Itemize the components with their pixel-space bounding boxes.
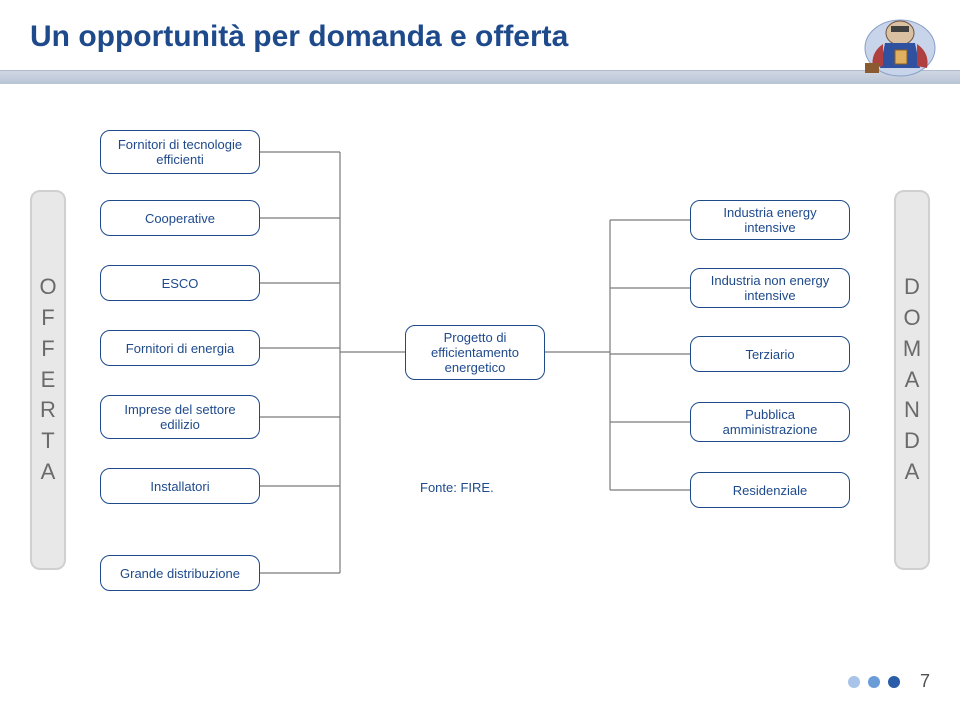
node-forn_energia: Fornitori di energia (100, 330, 260, 366)
offerta-letter: E (41, 365, 56, 396)
node-pubblica: Pubblica amministrazione (690, 402, 850, 442)
domanda-panel: DOMANDA (894, 190, 930, 570)
domanda-letter: A (905, 457, 920, 488)
offerta-letter: R (40, 395, 56, 426)
offerta-letter: T (41, 426, 54, 457)
node-centro: Progetto di efficientamento energetico (405, 325, 545, 380)
node-imprese_ed: Imprese del settore edilizio (100, 395, 260, 439)
node-fornitori_tec: Fornitori di tecnologie efficienti (100, 130, 260, 174)
node-ind_energy: Industria energy intensive (690, 200, 850, 240)
mascot-logo (855, 8, 945, 83)
page-number: 7 (920, 671, 930, 692)
node-cooperative: Cooperative (100, 200, 260, 236)
offerta-letter: O (39, 272, 56, 303)
domanda-letter: A (905, 365, 920, 396)
node-installatori: Installatori (100, 468, 260, 504)
node-esco: ESCO (100, 265, 260, 301)
pagination-dot (848, 676, 860, 688)
domanda-letter: N (904, 395, 920, 426)
domanda-letter: D (904, 426, 920, 457)
offerta-panel: OFFERTA (30, 190, 66, 570)
domanda-letter: O (903, 303, 920, 334)
pagination-dot (888, 676, 900, 688)
offerta-letter: F (41, 303, 54, 334)
source-label: Fonte: FIRE. (420, 480, 494, 495)
title-underline (0, 70, 960, 84)
node-terziario: Terziario (690, 336, 850, 372)
slide-title: Un opportunità per domanda e offerta (30, 20, 960, 54)
domanda-letter: M (903, 334, 921, 365)
domanda-letter: D (904, 272, 920, 303)
diagram-area: OFFERTA DOMANDA Fornitori di tecnologie … (30, 120, 930, 640)
node-grande_dist: Grande distribuzione (100, 555, 260, 591)
node-ind_nonenergy: Industria non energy intensive (690, 268, 850, 308)
node-residenziale: Residenziale (690, 472, 850, 508)
decorative-dots (848, 676, 900, 688)
offerta-letter: F (41, 334, 54, 365)
offerta-letter: A (41, 457, 56, 488)
pagination-dot (868, 676, 880, 688)
